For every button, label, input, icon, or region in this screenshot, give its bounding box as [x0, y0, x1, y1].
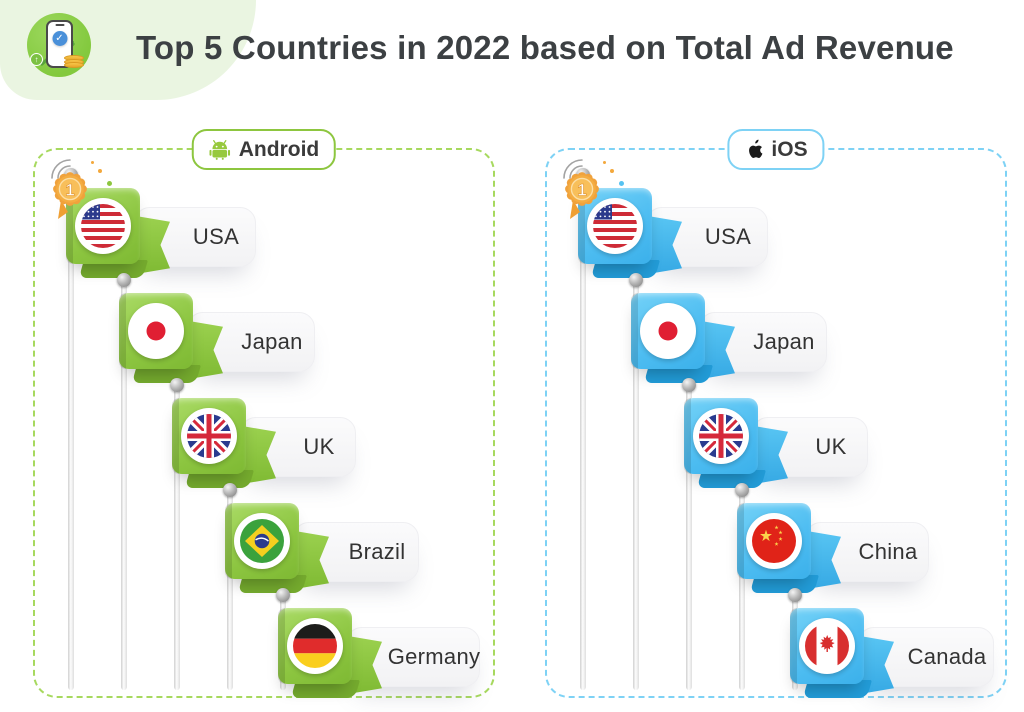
flag-banner: [631, 293, 705, 369]
coins-icon: [64, 55, 84, 68]
japan-flag-icon: [134, 309, 178, 353]
android-badge-label: Android: [238, 137, 320, 161]
decor-dot: [98, 169, 102, 173]
flagpole: [633, 281, 639, 690]
flag-circle: [128, 303, 184, 359]
ios-rank-row-4: China: [725, 483, 1024, 690]
flag-banner: [172, 398, 246, 474]
rank-1-medal: 1: [49, 169, 91, 225]
flag-banner: [684, 398, 758, 474]
phone-icon: ✓: [46, 20, 73, 68]
flag-circle: [746, 513, 802, 569]
android-rank-row-4: Brazil: [213, 483, 513, 690]
flagpole-ball: [629, 273, 643, 287]
flagpole: [227, 491, 233, 690]
flagpole: [739, 491, 745, 690]
flag-circle: [75, 198, 131, 254]
flag-circle: [693, 408, 749, 464]
app-logo: ✓ ↑: [27, 13, 91, 77]
decor-dot: [603, 161, 606, 164]
uk-flag-icon: [699, 414, 743, 458]
flagpole-ball: [117, 273, 131, 287]
ios-rank-row-3: UK: [672, 378, 972, 690]
phone-notch: [55, 23, 64, 26]
flagpole: [580, 176, 586, 690]
flag-circle: [587, 198, 643, 254]
decor-dot: [91, 161, 94, 164]
usa-flag-icon: [81, 204, 125, 248]
flagpole: [174, 386, 180, 690]
flag-circle: [181, 408, 237, 464]
ios-badge: iOS: [727, 129, 825, 170]
flag-circle: [234, 513, 290, 569]
flag-circle: [799, 618, 855, 674]
flag-banner: [737, 503, 811, 579]
android-rank-row-3: UK: [160, 378, 460, 690]
android-icon: [209, 139, 231, 160]
ios-rank-row-5: Canada: [778, 588, 1024, 710]
flag-circle: [287, 618, 343, 674]
flagpole: [121, 281, 127, 690]
china-flag-icon: [752, 519, 796, 563]
flagpole: [686, 386, 692, 690]
android-panel: Android USA: [33, 129, 495, 698]
flag-banner: [225, 503, 299, 579]
flag-banner: [119, 293, 193, 369]
ios-rank-row-1: USA: [563, 159, 866, 690]
flagpole-ball: [223, 483, 237, 497]
decor-dot: [107, 181, 112, 186]
uk-flag-icon: [187, 414, 231, 458]
android-rank-row-5: Germany: [266, 588, 566, 710]
flag-circle: [640, 303, 696, 359]
flagpole-ball: [735, 483, 749, 497]
canada-flag-icon: [805, 624, 849, 668]
rank-1-medal: 1: [561, 169, 603, 225]
android-rank-row-1: USA: [51, 159, 354, 690]
android-badge: Android: [191, 129, 337, 170]
ios-badge-label: iOS: [771, 137, 808, 161]
signal-arcs-icon: [51, 159, 71, 179]
apple-icon: [749, 139, 763, 158]
svg-text:1: 1: [65, 181, 74, 200]
android-rank-row-2: Japan: [107, 273, 407, 690]
signal-arcs-icon: [563, 159, 583, 179]
up-arrow-icon: ↑: [30, 53, 43, 66]
ios-panel: iOS USA: [545, 129, 1007, 698]
decor-dot: [610, 169, 614, 173]
flag-banner: [790, 608, 864, 684]
flagpole: [68, 176, 74, 690]
svg-text:1: 1: [577, 181, 586, 200]
flagpole-ball: [788, 588, 802, 602]
ios-rank-row-2: Japan: [619, 273, 919, 690]
check-badge-icon: ✓: [52, 31, 67, 46]
page-title: Top 5 Countries in 2022 based on Total A…: [136, 29, 954, 66]
flagpole-ball: [682, 378, 696, 392]
brazil-flag-icon: [240, 519, 284, 563]
flagpole-ball: [170, 378, 184, 392]
flagpole-ball: [276, 588, 290, 602]
decor-dot: [619, 181, 624, 186]
flag-banner: [278, 608, 352, 684]
germany-flag-icon: [293, 624, 337, 668]
japan-flag-icon: [646, 309, 690, 353]
